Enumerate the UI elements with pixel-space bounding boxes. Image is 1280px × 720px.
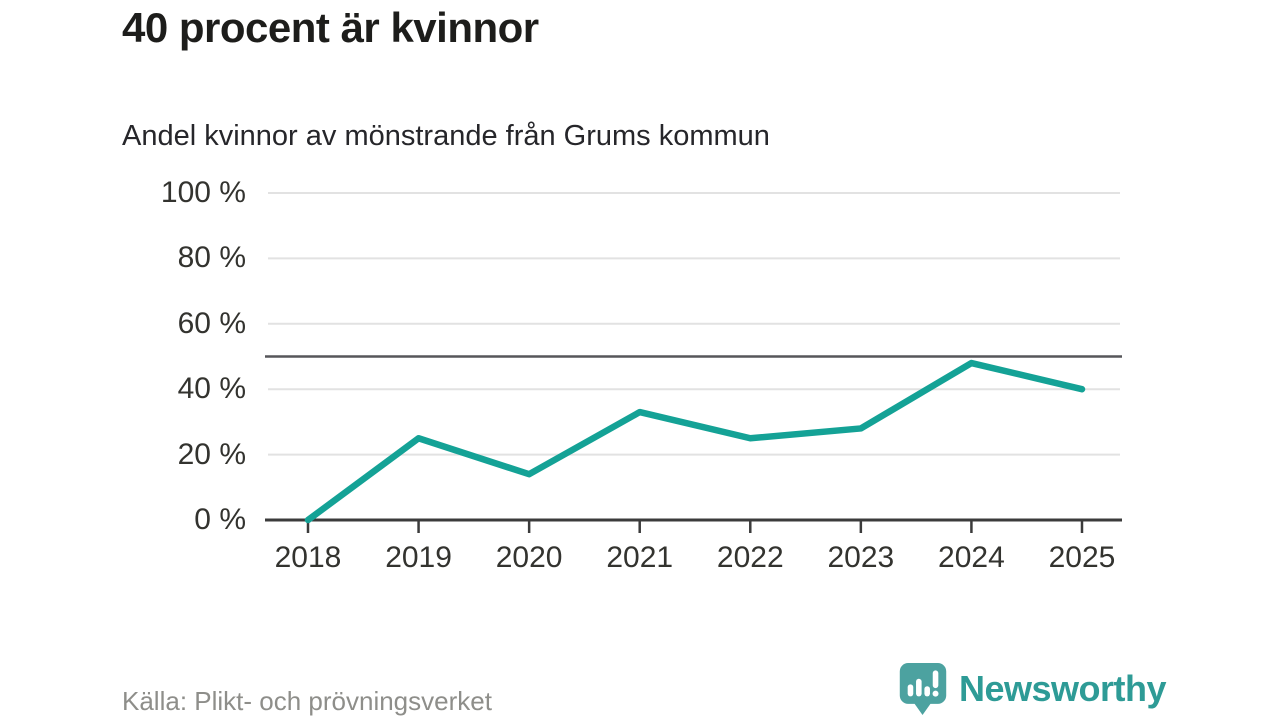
x-tick-label: 2024: [938, 541, 1005, 574]
y-tick-label: 40 %: [177, 372, 246, 406]
x-tick-label: 2022: [716, 541, 784, 574]
x-tick-label: 2018: [274, 541, 342, 574]
chart-title: 40 procent är kvinnor: [122, 4, 539, 51]
y-tick-label: 0 %: [194, 503, 246, 536]
newsworthy-logo-text: Newsworthy: [959, 668, 1167, 709]
x-tick-label: 2025: [1048, 541, 1116, 574]
source-note: Källa: Plikt- och prövningsverket: [122, 686, 492, 716]
trend-line: [304, 359, 1086, 524]
logo-bars: [907, 670, 939, 697]
newsworthy-logo-icon: [899, 663, 947, 715]
y-tick-label: 80 %: [177, 241, 246, 275]
y-tick-label: 20 %: [177, 437, 246, 471]
y-tick-label: 60 %: [177, 306, 246, 340]
chart-subtitle: Andel kvinnor av mönstrande från Grums k…: [122, 120, 770, 152]
x-tick-label: 2021: [606, 541, 674, 574]
x-tick-label: 2019: [385, 541, 452, 574]
x-tick-label: 2020: [495, 541, 563, 574]
newsworthy-logo: Newsworthy: [897, 660, 1167, 718]
x-tick-label: 2023: [827, 541, 895, 574]
y-tick-label: 100 %: [160, 176, 246, 209]
